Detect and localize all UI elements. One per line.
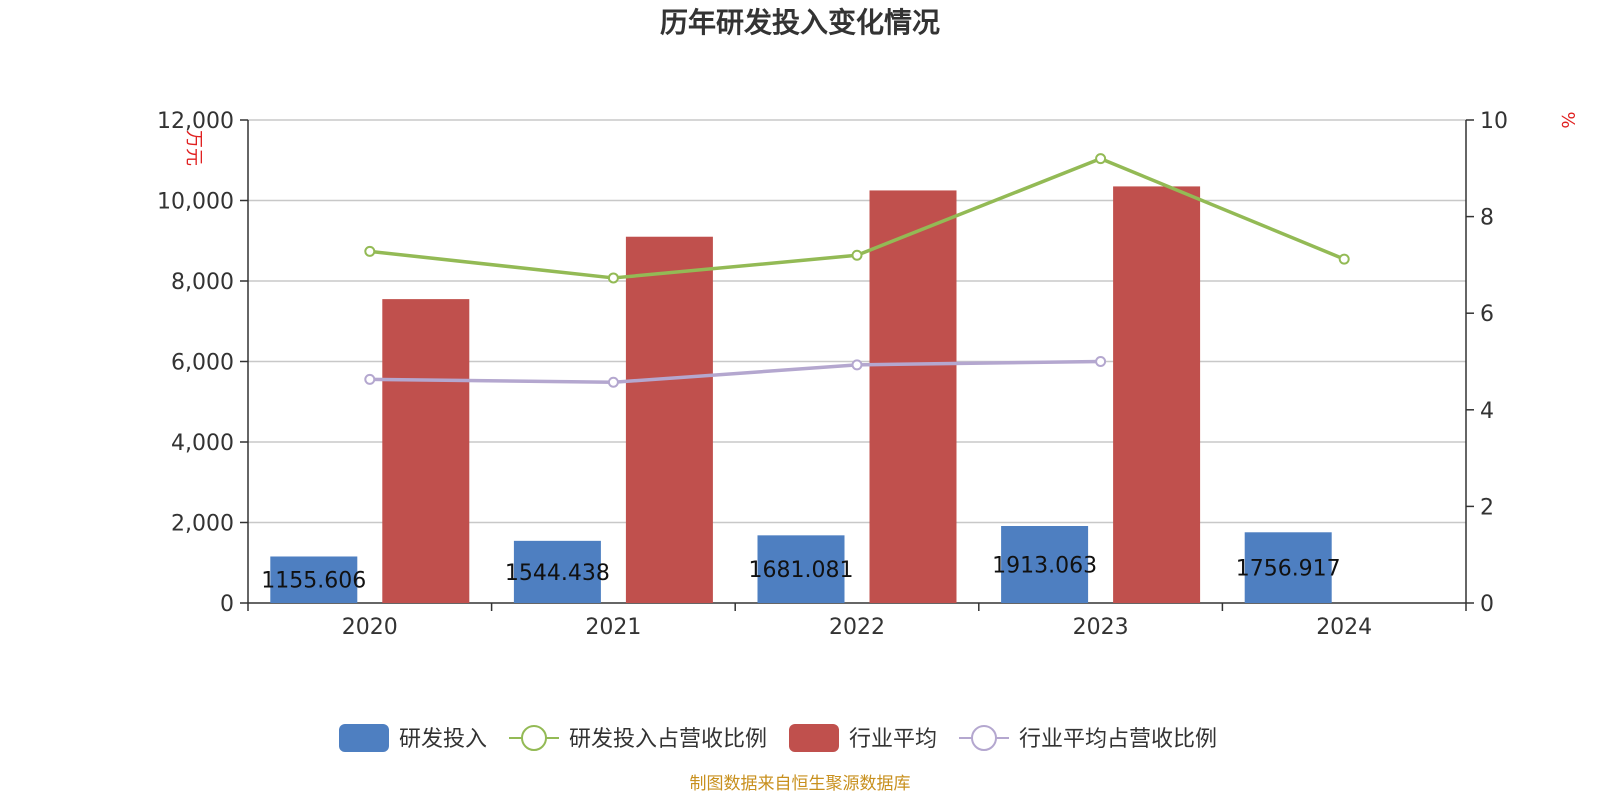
legend-label: 研发投入 [399, 727, 487, 752]
left-axis-tick-label: 4,000 [171, 431, 234, 456]
left-axis-tick-label: 0 [220, 592, 234, 617]
legend-label: 行业平均 [849, 727, 937, 752]
left-axis-tick-label: 10,000 [157, 190, 234, 215]
x-axis-tick-label: 2021 [585, 615, 641, 640]
data-labels: 1155.606 1544.438 1681.081 1913.063 1756.917 [261, 553, 1340, 593]
right-axis-tick-label: 2 [1480, 495, 1494, 520]
bar [1001, 525, 1089, 603]
legend-swatch-bar [339, 724, 389, 752]
x-axis-tick-label: 2023 [1073, 615, 1129, 640]
x-axis-tick-label: 2020 [342, 615, 398, 640]
bar-value-label: 1155.606 [261, 569, 366, 594]
right-axis-unit: % [1557, 111, 1578, 128]
series-line [369, 359, 1101, 385]
chart-title: 历年研发投入变化情况 [660, 6, 940, 39]
line-point [1338, 253, 1350, 265]
bar [270, 556, 358, 603]
right-axis-tick-label: 8 [1480, 206, 1494, 231]
legend-swatch-bar [789, 724, 839, 752]
legend-label: 研发投入占营收比例 [569, 727, 767, 752]
x-axis-tick-label: 2022 [829, 615, 885, 640]
bar-value-label: 1913.063 [992, 553, 1097, 578]
bar-value-label: 1681.081 [749, 558, 854, 583]
line-point [851, 249, 863, 261]
line-point [607, 376, 619, 388]
source-note: 制图数据来自恒生聚源数据库 [690, 774, 911, 794]
right-axis-tick-label: 6 [1480, 302, 1494, 327]
lines [364, 153, 1350, 388]
bar [757, 535, 845, 603]
bar-value-label: 1544.438 [505, 561, 610, 586]
bar-value-label: 1756.917 [1236, 557, 1341, 582]
right-axis-tick-label: 0 [1480, 592, 1494, 617]
legend-swatch-marker [521, 725, 547, 751]
line-point [364, 373, 376, 385]
right-axis-tick-label: 10 [1480, 109, 1508, 134]
right-axis-tick-label: 4 [1480, 399, 1494, 424]
axes: 0 2,000 4,000 6,000 8,000 10,000 12,000 0 2 4 6 8 10… [157, 109, 1508, 640]
legend-swatch-marker [971, 725, 997, 751]
bar [513, 540, 601, 603]
left-axis-tick-label: 6,000 [171, 351, 234, 376]
left-axis-tick-label: 2,000 [171, 512, 234, 537]
line-point [364, 245, 376, 257]
line-point [607, 272, 619, 284]
bar [1244, 532, 1332, 603]
bar [1113, 186, 1201, 603]
x-axis-tick-label: 2024 [1316, 615, 1372, 640]
line-point [851, 359, 863, 371]
bar [869, 190, 957, 603]
bar [382, 299, 470, 603]
legend: 研发投入 研发投入占营收比例 行业平均 行业平均占营收比例 [339, 724, 1217, 752]
left-axis-tick-label: 8,000 [171, 270, 234, 295]
line-point [1095, 356, 1107, 367]
legend-label: 行业平均占营收比例 [1019, 727, 1217, 752]
left-axis-unit: 万元 [183, 130, 204, 166]
line-point [1095, 153, 1107, 165]
bars [270, 186, 1332, 603]
bar [625, 236, 713, 603]
left-axis-tick-label: 12,000 [157, 109, 234, 134]
